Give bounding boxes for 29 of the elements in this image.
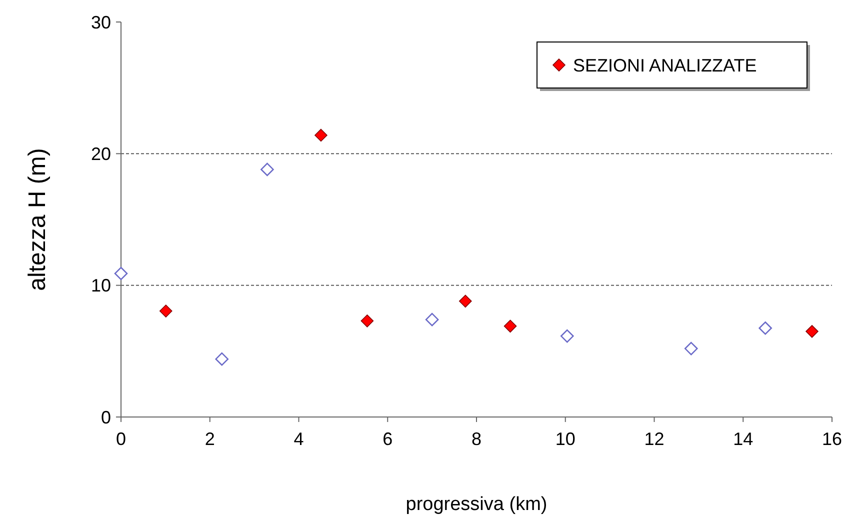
x-tick-label: 2: [204, 429, 215, 449]
x-tick-label: 16: [822, 429, 842, 449]
point: [458, 294, 472, 308]
point: [425, 312, 439, 326]
x-axis-title: progressiva (km): [406, 494, 548, 515]
x-tick-label: 14: [733, 429, 754, 449]
point: [504, 320, 517, 333]
point: [215, 352, 229, 366]
point: [159, 304, 172, 318]
point: [260, 162, 274, 176]
x-tick-label: 6: [382, 429, 393, 449]
y-tick-label: 30: [90, 12, 111, 32]
x-tick-label: 4: [294, 429, 304, 449]
point: [360, 314, 374, 328]
point: [560, 329, 574, 343]
point: [806, 325, 818, 338]
point: [314, 128, 328, 142]
x-tick-label: 12: [644, 429, 664, 449]
point: [684, 342, 698, 356]
point: [114, 266, 128, 280]
y-tick-label: 10: [90, 276, 111, 296]
y-tick-label: 0: [100, 407, 111, 428]
x-tick-label: 0: [116, 429, 126, 449]
x-tick-label: 10: [555, 429, 576, 449]
point: [758, 321, 772, 335]
legend-label: SEZIONI ANALIZZATE: [573, 55, 757, 76]
y-tick-label: 20: [90, 144, 111, 164]
x-tick-label: 8: [471, 429, 482, 449]
y-axis-title: altezza H (m): [24, 148, 51, 291]
